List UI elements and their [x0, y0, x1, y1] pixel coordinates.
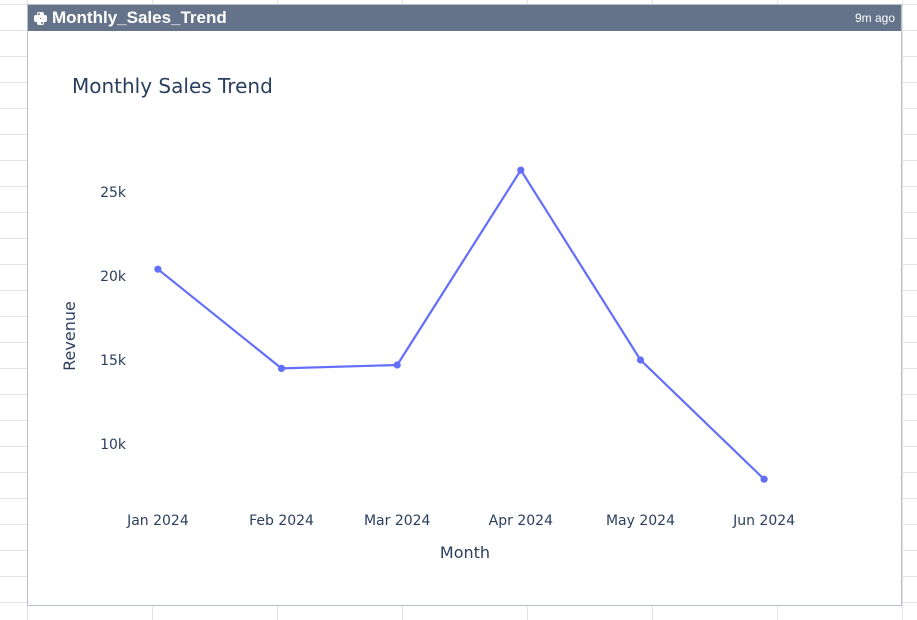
data-point[interactable] [517, 166, 525, 174]
data-point[interactable] [760, 475, 768, 483]
window-title: Monthly_Sales_Trend [52, 8, 227, 27]
chart-title: Monthly Sales Trend [72, 74, 273, 98]
python-icon [34, 12, 47, 25]
last-updated-timestamp: 9m ago [854, 11, 895, 25]
data-point[interactable] [277, 364, 286, 372]
series-layer [154, 166, 768, 483]
x-tick-label: Jan 2024 [126, 513, 189, 529]
y-tick-label: 20k [100, 269, 127, 285]
chart-window: Monthly_Sales_Trend 9m ago Monthly Sales… [27, 4, 902, 606]
x-axis-ticks: Jan 2024 Feb 2024 Mar 2024 Apr 2024 May 2024… [126, 513, 795, 529]
y-axis-ticks: 10k 15k 20k 25k [100, 185, 127, 453]
series-line [157, 169, 765, 480]
line-chart: Monthly Sales Trend 10k 15k 20k 25k Jan 202… [60, 74, 795, 562]
x-tick-label: Feb 2024 [249, 513, 314, 529]
y-tick-label: 25k [100, 185, 127, 201]
y-tick-label: 15k [100, 353, 127, 369]
y-tick-label: 10k [100, 437, 127, 453]
x-tick-label: Jun 2024 [732, 513, 795, 529]
y-axis-title: Revenue [60, 301, 79, 371]
x-tick-label: Apr 2024 [489, 513, 553, 529]
chart-title-bar[interactable]: Monthly_Sales_Trend 9m ago [28, 5, 901, 31]
x-tick-label: Mar 2024 [364, 513, 431, 529]
data-point[interactable] [636, 356, 645, 364]
x-axis-title: Month [440, 543, 490, 562]
x-tick-label: May 2024 [606, 513, 675, 529]
data-point[interactable] [393, 361, 401, 369]
data-point[interactable] [154, 265, 162, 273]
